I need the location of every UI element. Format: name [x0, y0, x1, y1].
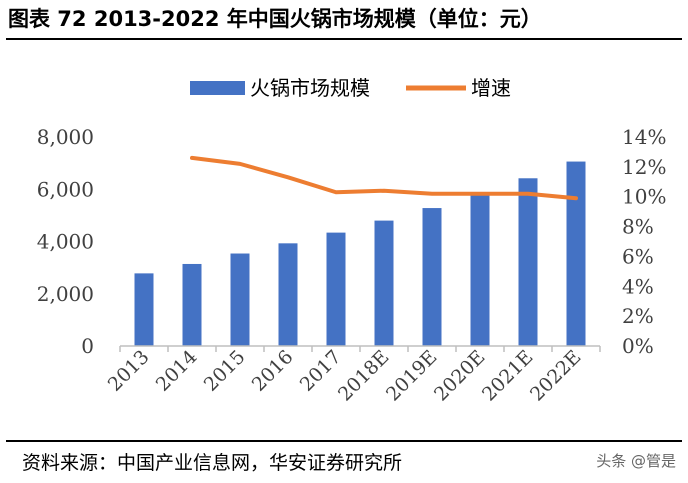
bar [326, 232, 346, 346]
bar [518, 178, 538, 346]
x-axis-labels: 201320142015201620172018E2019E2020E2021E… [104, 346, 586, 406]
right-tick-label: 12% [622, 155, 666, 179]
left-tick-label: 0 [81, 334, 94, 358]
bar [134, 273, 154, 346]
right-tick-label: 6% [622, 244, 654, 268]
bar [566, 161, 586, 346]
right-tick-label: 2% [622, 304, 654, 328]
bar [182, 263, 202, 346]
bar [230, 253, 250, 346]
right-tick-label: 0% [622, 334, 654, 358]
left-tick-label: 8,000 [37, 125, 94, 149]
left-tick-label: 6,000 [37, 177, 94, 201]
right-tick-label: 10% [622, 185, 666, 209]
x-tick-label: 2013 [104, 346, 154, 396]
bar [470, 193, 490, 346]
x-tick-label: 2015 [200, 346, 250, 396]
x-tick-label: 2021E [478, 346, 538, 406]
line-series [190, 155, 578, 201]
bar-series [134, 161, 586, 346]
legend-bar-swatch [190, 81, 245, 95]
right-tick-label: 8% [622, 215, 654, 239]
right-tick-label: 4% [622, 274, 654, 298]
x-tick-label: 2019E [382, 346, 442, 406]
bar [422, 208, 442, 346]
x-tick-label: 2014 [152, 346, 202, 396]
x-tick-label: 2018E [334, 346, 394, 406]
right-tick-label: 14% [622, 125, 666, 149]
x-tick-label: 2022E [526, 346, 586, 406]
left-axis: 0 2,000 4,000 6,000 8,000 [37, 125, 94, 358]
bar [278, 243, 298, 346]
legend-line-label: 增速 [471, 76, 511, 100]
chart-title: 图表 72 2013-2022 年中国火锅市场规模（单位：元） [8, 7, 542, 31]
chart-area: 火锅市场规模 增速 0 2,000 4,000 6,000 8,000 0% 2% 4% 6%… [37, 76, 667, 406]
source-note: 资料来源：中国产业信息网，华安证券研究所 [22, 452, 403, 474]
x-tick-label: 2016 [248, 346, 298, 396]
top-rule [6, 38, 682, 40]
bottom-rule [6, 440, 682, 442]
right-axis: 0% 2% 4% 6% 8% 10% 12% 14% [622, 125, 666, 358]
left-tick-label: 2,000 [37, 282, 94, 306]
bar [374, 220, 394, 346]
legend: 火锅市场规模 增速 [190, 76, 511, 100]
x-tick-label: 2020E [430, 346, 490, 406]
left-tick-label: 4,000 [37, 230, 94, 254]
growth-line [190, 155, 578, 201]
watermark: 头条 @管是 [596, 452, 676, 470]
x-axis-ticks [119, 346, 601, 352]
legend-bar-label: 火锅市场规模 [250, 76, 370, 100]
